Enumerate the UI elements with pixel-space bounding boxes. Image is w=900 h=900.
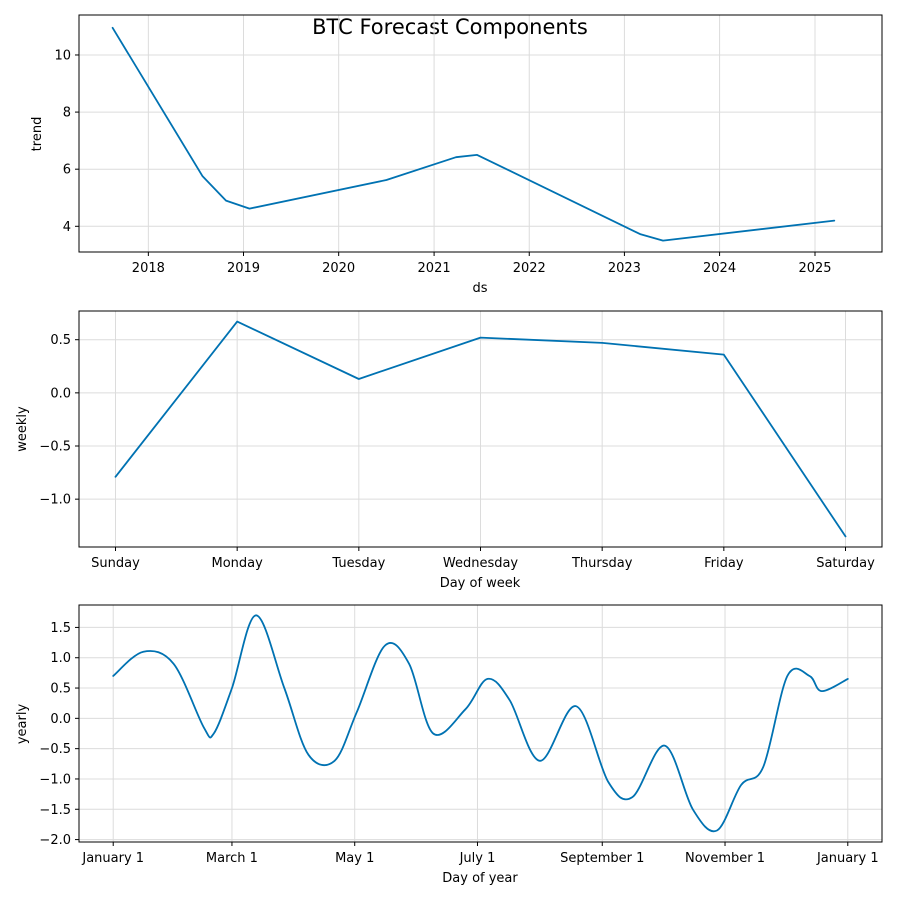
yearly-x-tick-label: January 1 xyxy=(81,851,144,866)
yearly-x-tick-label: March 1 xyxy=(206,851,258,866)
trend-x-tick-label: 2018 xyxy=(132,261,165,276)
trend-y-tick-label: 6 xyxy=(63,163,71,178)
figure-title: BTC Forecast Components xyxy=(312,15,588,39)
yearly-x-tick-label: November 1 xyxy=(685,851,765,866)
yearly-series-line xyxy=(112,614,849,833)
yearly-x-axis-label: Day of year xyxy=(442,871,518,886)
weekly-x-tick-label: Sunday xyxy=(91,556,140,571)
trend-y-axis-label: trend xyxy=(30,117,45,152)
trend-grid xyxy=(79,15,882,252)
weekly-x-tick-label: Wednesday xyxy=(443,556,519,571)
trend-x-axis-label: ds xyxy=(472,281,487,296)
trend-chart: 2018 2019 2020 2021 2022 2023 2024 2025 4 6 8 10 ds… xyxy=(30,14,883,296)
yearly-y-tick-label: −0.5 xyxy=(39,742,71,757)
weekly-x-tick-label: Friday xyxy=(704,556,744,571)
weekly-y-tick-label: 0.0 xyxy=(50,386,71,401)
yearly-y-tick-label: −1.5 xyxy=(39,803,71,818)
yearly-ticks: January 1 March 1 May 1 July 1 September 1 No… xyxy=(39,621,878,866)
trend-x-tick-label: 2020 xyxy=(322,261,355,276)
yearly-x-tick-label: September 1 xyxy=(560,851,644,866)
trend-x-tick-label: 2024 xyxy=(703,261,736,276)
weekly-x-tick-label: Thursday xyxy=(571,556,633,571)
yearly-y-tick-label: −1.0 xyxy=(39,772,71,787)
weekly-y-tick-label: 0.5 xyxy=(50,333,71,348)
yearly-y-tick-label: 0.5 xyxy=(50,682,71,697)
yearly-x-tick-label: July 1 xyxy=(459,851,496,866)
yearly-plot-frame xyxy=(78,604,883,843)
yearly-x-tick-label: January 1 xyxy=(816,851,879,866)
trend-series-line xyxy=(111,26,836,242)
weekly-plot xyxy=(114,320,847,538)
trend-y-tick-label: 8 xyxy=(63,106,71,121)
yearly-y-tick-label: −2.0 xyxy=(39,833,71,848)
weekly-series-line xyxy=(114,320,847,538)
trend-x-tick-label: 2022 xyxy=(513,261,546,276)
weekly-y-tick-label: −0.5 xyxy=(39,440,71,455)
trend-y-tick-label: 10 xyxy=(54,48,71,63)
trend-x-tick-label: 2023 xyxy=(608,261,641,276)
yearly-grid xyxy=(79,605,882,842)
yearly-x-tick-label: May 1 xyxy=(335,851,374,866)
trend-plot xyxy=(111,26,836,242)
weekly-chart: Sunday Monday Tuesday Wednesday Thursday Frid… xyxy=(15,310,883,591)
weekly-y-tick-label: −1.0 xyxy=(39,493,71,508)
weekly-x-axis-label: Day of week xyxy=(440,576,521,591)
weekly-x-tick-label: Saturday xyxy=(816,556,875,571)
weekly-x-tick-label: Tuesday xyxy=(331,556,385,571)
weekly-grid xyxy=(79,311,882,547)
yearly-plot xyxy=(112,614,849,833)
trend-x-tick-label: 2025 xyxy=(798,261,831,276)
yearly-chart: January 1 March 1 May 1 July 1 September 1 No… xyxy=(15,604,883,886)
yearly-y-tick-label: 1.0 xyxy=(50,651,71,666)
weekly-ticks: Sunday Monday Tuesday Wednesday Thursday Frid… xyxy=(39,333,875,571)
weekly-x-tick-label: Monday xyxy=(212,556,264,571)
yearly-y-tick-label: 0.0 xyxy=(50,712,71,727)
weekly-y-axis-label: weekly xyxy=(15,406,30,452)
trend-plot-frame xyxy=(78,14,883,253)
trend-x-tick-label: 2021 xyxy=(418,261,451,276)
yearly-y-axis-label: yearly xyxy=(15,704,30,745)
trend-x-tick-label: 2019 xyxy=(227,261,260,276)
trend-ticks: 2018 2019 2020 2021 2022 2023 2024 2025 4 6 8 10 xyxy=(54,48,831,276)
yearly-y-tick-label: 1.5 xyxy=(50,621,71,636)
trend-y-tick-label: 4 xyxy=(63,220,71,235)
